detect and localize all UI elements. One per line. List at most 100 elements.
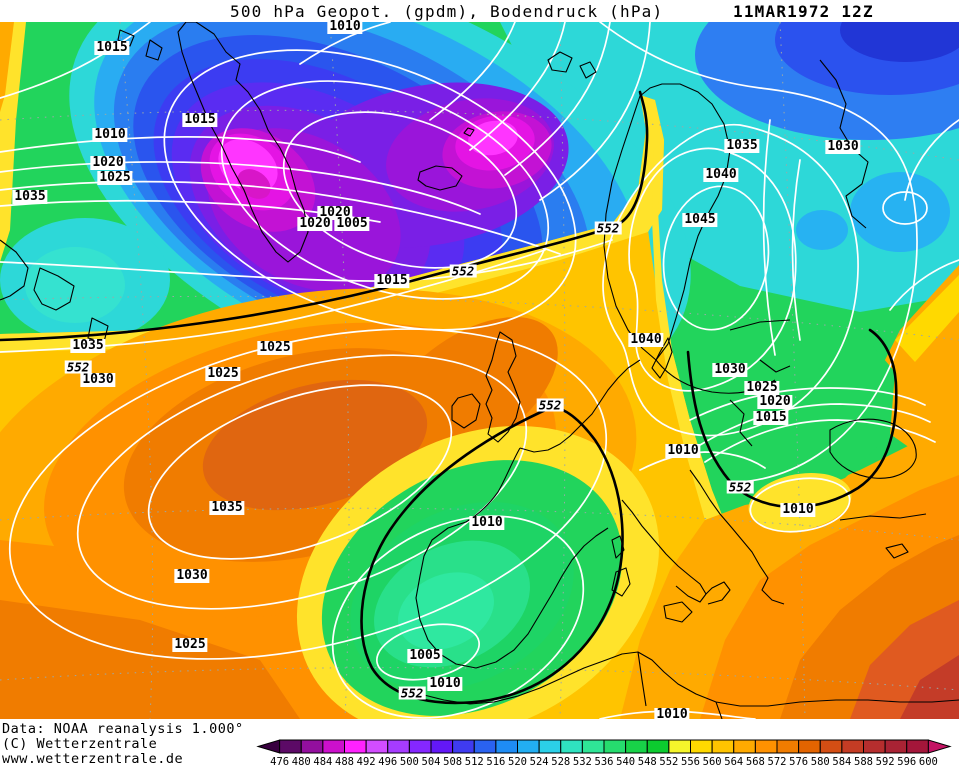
colorbar-tick: 516: [486, 756, 505, 768]
colorbar-tick: 480: [292, 756, 311, 768]
colorbar-segment: [430, 739, 454, 754]
colorbar-tick: 588: [854, 756, 873, 768]
colorbar: 476 480 484 488 492 496 500 504 508 512 516 520 524 5…: [256, 739, 952, 768]
pressure-label: 1015: [182, 112, 218, 127]
colorbar-segment: [776, 739, 800, 754]
pressure-label: 1015: [753, 410, 789, 425]
colorbar-segment: [581, 739, 605, 754]
colorbar-segment: [668, 739, 691, 754]
colorbar-tick: 532: [573, 756, 592, 768]
colorbar-tick: 488: [335, 756, 354, 768]
colorbar-segment: [841, 739, 864, 754]
colorbar-tick: 560: [703, 756, 722, 768]
colorbar-segment: [625, 739, 648, 754]
pressure-label: 1040: [628, 332, 664, 347]
pressure-label: 1035: [209, 500, 245, 515]
pressure-label: 1020: [90, 155, 126, 170]
colorbar-segment: [387, 739, 410, 754]
colorbar-tick: 548: [638, 756, 657, 768]
colorbar-tick: 512: [465, 756, 484, 768]
footer: Data: NOAA reanalysis 1.000° (C) Wetterz…: [0, 719, 959, 770]
contour-labels: 1015 1010 1015 1010 1020 1025 1035 1020 1020 1005…: [0, 19, 959, 722]
colorbar-tick: 508: [443, 756, 462, 768]
colorbar-tick: 576: [789, 756, 808, 768]
isobar-contours: [0, 22, 959, 719]
colorbar-tick: 572: [768, 756, 787, 768]
colorbar-segment: [517, 739, 540, 754]
pressure-label: 1030: [80, 372, 116, 387]
colorbar-tick: 568: [746, 756, 765, 768]
pressure-label: 1025: [97, 170, 133, 185]
colorbar-segment: [733, 739, 756, 754]
geopotential-label: 552: [449, 263, 477, 279]
pressure-label: 1035: [70, 338, 106, 353]
colorbar-segment: [819, 739, 843, 754]
geopotential-field: [0, 22, 959, 719]
colorbar-segment: [906, 739, 929, 754]
geopotential-label: 552: [726, 479, 754, 495]
colorbar-arrow-right: [927, 739, 952, 754]
pressure-label: 1035: [724, 138, 760, 153]
colorbar-segment: [646, 739, 670, 754]
pressure-label: 1035: [12, 189, 48, 204]
geopotential-label: 552: [536, 397, 564, 413]
colorbar-tick: 596: [897, 756, 916, 768]
pressure-label: 1030: [174, 568, 210, 583]
pressure-label: 1010: [327, 19, 363, 34]
geopotential-label: 552: [594, 220, 622, 236]
footer-website: www.wetterzentrale.de: [2, 751, 184, 767]
pressure-label: 1020: [317, 205, 353, 220]
colorbar-tick: 564: [724, 756, 743, 768]
geopotential-label: 552: [398, 685, 426, 701]
colorbar-segment: [884, 739, 908, 754]
pressure-label: 1025: [257, 340, 293, 355]
geopotential-552-contours: [0, 90, 898, 705]
colorbar-segment: [322, 739, 345, 754]
pressure-label: 1010: [427, 676, 463, 691]
colorbar-segment: [863, 739, 886, 754]
pressure-label: 1005: [407, 648, 443, 663]
colorbar-segment: [711, 739, 735, 754]
colorbar-tick: 496: [378, 756, 397, 768]
pressure-label: 1040: [703, 167, 739, 182]
weather-map-canvas: [0, 22, 959, 719]
footer-copyright: (C) Wetterzentrale: [2, 736, 158, 752]
colorbar-segment: [538, 739, 562, 754]
colorbar-segment: [279, 739, 302, 754]
pressure-label: 1010: [780, 502, 816, 517]
colorbar-tick: 476: [270, 756, 289, 768]
pressure-label: 1025: [205, 366, 241, 381]
colorbar-segment: [300, 739, 324, 754]
footer-data-source: Data: NOAA reanalysis 1.000°: [2, 721, 244, 737]
colorbar-tick: 592: [876, 756, 895, 768]
colorbar-segment: [798, 739, 821, 754]
colorbar-segment: [560, 739, 583, 754]
pressure-label: 1025: [172, 637, 208, 652]
colorbar-segment: [452, 739, 475, 754]
map-area: 1015 1010 1015 1010 1020 1025 1035 1020 1020 1005…: [0, 19, 959, 722]
colorbar-tick: 536: [595, 756, 614, 768]
colorbar-tick: 500: [400, 756, 419, 768]
pressure-label: 1010: [469, 515, 505, 530]
colorbar-segment: [344, 739, 367, 754]
colorbar-segment: [365, 739, 389, 754]
colorbar-tick: 520: [508, 756, 527, 768]
pressure-label: 1010: [654, 707, 690, 722]
pressure-label: 1015: [374, 273, 410, 288]
colorbar-tick: 580: [811, 756, 830, 768]
colorbar-tick: 556: [681, 756, 700, 768]
graticule: [0, 22, 959, 719]
colorbar-arrow-left: [256, 739, 281, 754]
pressure-label: 1030: [712, 362, 748, 377]
colorbar-tick: 540: [616, 756, 635, 768]
pressure-label: 1045: [682, 212, 718, 227]
map-title: 500 hPa Geopot. (gpdm), Bodendruck (hPa): [230, 2, 664, 21]
colorbar-tick: 600: [919, 756, 938, 768]
colorbar-tick: 492: [357, 756, 376, 768]
colorbar-segment: [690, 739, 713, 754]
header: 500 hPa Geopot. (gpdm), Bodendruck (hPa)…: [0, 0, 959, 22]
colorbar-segment: [495, 739, 518, 754]
pressure-label: 1020: [757, 394, 793, 409]
colorbar-tick: 524: [530, 756, 549, 768]
